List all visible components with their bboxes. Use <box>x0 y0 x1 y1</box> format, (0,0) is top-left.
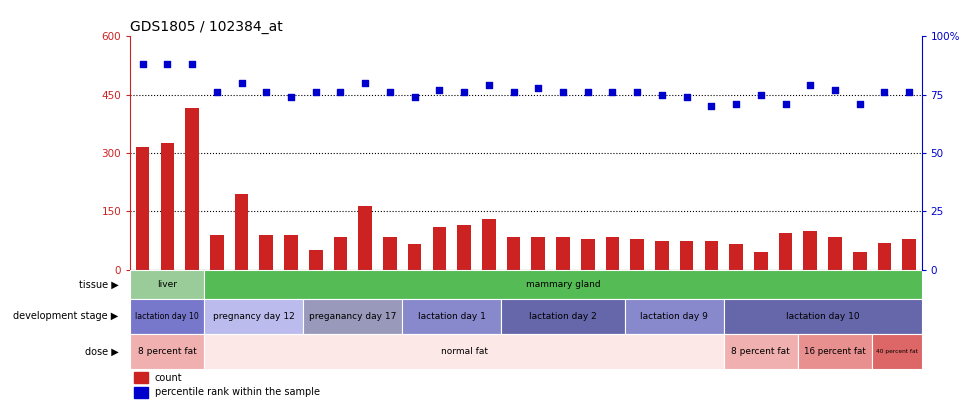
Point <box>333 89 348 96</box>
Bar <box>724 299 922 334</box>
Bar <box>136 147 150 270</box>
Point <box>580 89 595 96</box>
Text: percentile rank within the sample: percentile rank within the sample <box>154 387 319 397</box>
Text: preganancy day 17: preganancy day 17 <box>309 312 397 321</box>
Text: tissue ▶: tissue ▶ <box>79 279 119 289</box>
Bar <box>358 206 372 270</box>
Point <box>654 92 670 98</box>
Text: lactation day 10: lactation day 10 <box>135 312 199 321</box>
Bar <box>160 143 174 270</box>
Bar <box>402 299 501 334</box>
Text: dose ▶: dose ▶ <box>85 346 119 356</box>
Bar <box>878 243 892 270</box>
Text: lactation day 1: lactation day 1 <box>418 312 485 321</box>
Bar <box>798 334 872 369</box>
Bar <box>134 386 149 398</box>
Point <box>431 87 447 93</box>
Bar <box>285 235 298 270</box>
Bar <box>872 334 922 369</box>
Point <box>877 89 893 96</box>
Point <box>456 89 472 96</box>
Bar <box>902 239 916 270</box>
Bar <box>581 239 594 270</box>
Text: lactation day 9: lactation day 9 <box>641 312 708 321</box>
Point <box>605 89 620 96</box>
Bar <box>205 299 303 334</box>
Point <box>827 87 842 93</box>
Text: mammary gland: mammary gland <box>526 280 600 289</box>
Text: pregnancy day 12: pregnancy day 12 <box>213 312 294 321</box>
Bar <box>804 231 817 270</box>
Text: lactation day 10: lactation day 10 <box>786 312 860 321</box>
Bar <box>334 237 347 270</box>
Point <box>209 89 225 96</box>
Point <box>852 101 868 107</box>
Bar <box>779 233 792 270</box>
Bar <box>680 241 694 270</box>
Point <box>555 89 570 96</box>
Bar <box>234 194 248 270</box>
Bar <box>303 299 402 334</box>
Point <box>803 82 818 89</box>
Bar <box>655 241 669 270</box>
Point <box>159 61 175 68</box>
Bar <box>853 252 867 270</box>
Bar <box>260 235 273 270</box>
Bar <box>556 237 569 270</box>
Point <box>778 101 793 107</box>
Point <box>729 101 744 107</box>
Point <box>679 94 695 100</box>
Bar <box>130 270 205 299</box>
Text: 8 percent fat: 8 percent fat <box>138 347 197 356</box>
Text: 8 percent fat: 8 percent fat <box>731 347 790 356</box>
Bar <box>501 299 625 334</box>
Bar <box>507 237 520 270</box>
Text: normal fat: normal fat <box>441 347 487 356</box>
Bar <box>724 334 798 369</box>
Point <box>184 61 200 68</box>
Point <box>259 89 274 96</box>
Bar <box>408 245 422 270</box>
Point <box>753 92 768 98</box>
Bar <box>704 241 718 270</box>
Point <box>308 89 323 96</box>
Bar <box>185 109 199 270</box>
Text: 40 percent fat: 40 percent fat <box>876 349 918 354</box>
Point <box>482 82 497 89</box>
Bar <box>432 227 446 270</box>
Bar <box>625 299 724 334</box>
Point <box>357 80 372 86</box>
Bar <box>130 299 205 334</box>
Point <box>382 89 398 96</box>
Bar <box>134 372 149 383</box>
Point <box>703 103 719 110</box>
Bar <box>730 245 743 270</box>
Point <box>234 80 249 86</box>
Text: GDS1805 / 102384_at: GDS1805 / 102384_at <box>130 20 283 34</box>
Point <box>135 61 151 68</box>
Point <box>506 89 521 96</box>
Bar <box>754 252 767 270</box>
Text: development stage ▶: development stage ▶ <box>14 311 119 322</box>
Bar <box>532 237 545 270</box>
Bar <box>205 334 724 369</box>
Text: liver: liver <box>157 280 178 289</box>
Point <box>407 94 423 100</box>
Bar <box>457 225 471 270</box>
Point <box>901 89 917 96</box>
Bar <box>309 250 322 270</box>
Bar <box>482 219 496 270</box>
Bar <box>130 334 205 369</box>
Bar <box>630 239 644 270</box>
Text: lactation day 2: lactation day 2 <box>529 312 597 321</box>
Text: count: count <box>154 373 182 383</box>
Point <box>531 85 546 91</box>
Bar <box>210 235 224 270</box>
Bar <box>828 237 841 270</box>
Point <box>629 89 645 96</box>
Bar <box>606 237 620 270</box>
Text: 16 percent fat: 16 percent fat <box>804 347 866 356</box>
Point <box>284 94 299 100</box>
Bar <box>383 237 397 270</box>
